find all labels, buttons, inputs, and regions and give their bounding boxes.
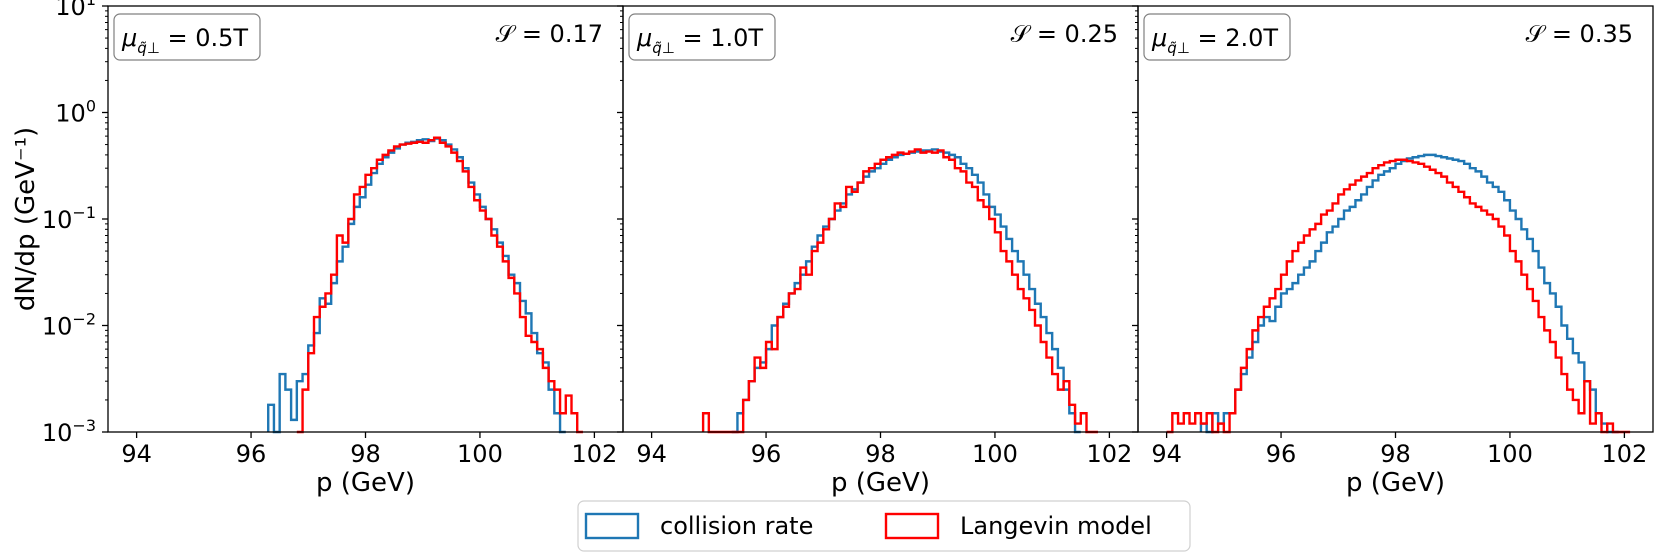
series-langevin-model-panel-3 <box>1166 158 1631 434</box>
y-axis-label: dN/dp (GeV⁻¹) <box>11 127 41 311</box>
series-langevin-model-panel-1 <box>296 136 583 434</box>
x-tick-label: 102 <box>571 440 617 468</box>
legend-swatch-collision-rate <box>584 512 640 540</box>
x-tick-label: 102 <box>1601 440 1647 468</box>
legend: collision rate Langevin model <box>577 500 1191 552</box>
x-tick-label: 94 <box>121 440 152 468</box>
x-axis-label: p (GeV) <box>1346 468 1445 498</box>
panel-1: 94 96 98 100 102 p (GeV) 10−3 10−2 10−1 100 101 μq̃… <box>42 0 624 498</box>
legend-label-langevin-model: Langevin model <box>960 512 1152 540</box>
x-tick-label: 96 <box>236 440 267 468</box>
panel-frame <box>1137 5 1654 433</box>
x-tick-label: 94 <box>636 440 667 468</box>
x-tick-label: 94 <box>1151 440 1182 468</box>
x-tick-label: 96 <box>1266 440 1297 468</box>
x-axis-label: p (GeV) <box>316 468 415 498</box>
annotation-s: 𝒮 = 0.35 <box>1526 20 1633 48</box>
x-tick-label: 96 <box>751 440 782 468</box>
x-tick-label: 98 <box>1380 440 1411 468</box>
legend-label-collision-rate: collision rate <box>660 512 813 540</box>
x-tick-label: 100 <box>1487 440 1533 468</box>
series-collision-rate-panel-1 <box>267 137 566 434</box>
y-tick-label: 10−1 <box>42 203 96 234</box>
annotation-box <box>1143 13 1291 61</box>
panels: 94 96 98 100 102 p (GeV) 10−3 10−2 10−1 100 101 μq̃… <box>42 0 1654 498</box>
annotation-box <box>113 13 261 61</box>
x-axis-label: p (GeV) <box>831 468 930 498</box>
annotation-mu: μq̃⊥ = 1.0T <box>636 24 763 57</box>
y-tick-label: 10−2 <box>42 310 96 341</box>
series-langevin-model-panel-2 <box>701 148 1098 434</box>
annotation-s: 𝒮 = 0.25 <box>1011 20 1118 48</box>
annotation-mu: μq̃⊥ = 0.5T <box>121 24 248 57</box>
series-collision-rate-panel-3 <box>1199 153 1619 434</box>
y-tick-label: 101 <box>55 0 96 21</box>
x-tick-label: 100 <box>457 440 503 468</box>
x-tick-label: 100 <box>972 440 1018 468</box>
annotation-s: 𝒮 = 0.17 <box>496 20 603 48</box>
annotation-box <box>628 13 776 61</box>
x-tick-label: 102 <box>1086 440 1132 468</box>
legend-swatch-langevin-model <box>884 512 940 540</box>
panel-2: 94 96 98 100 102 p (GeV) μq̃⊥ = 1.0T 𝒮 = 0.25 <box>617 5 1139 498</box>
panel-3: 94 96 98 100 102 p (GeV) μq̃⊥ = 2.0T 𝒮 = 0.35 <box>1132 5 1654 498</box>
annotation-mu: μq̃⊥ = 2.0T <box>1151 24 1278 57</box>
x-tick-label: 98 <box>865 440 896 468</box>
legend-box <box>577 500 1191 552</box>
x-tick-label: 98 <box>350 440 381 468</box>
y-tick-label: 10−3 <box>42 416 96 447</box>
y-tick-label: 100 <box>55 97 96 128</box>
series-collision-rate-panel-2 <box>731 148 1081 434</box>
